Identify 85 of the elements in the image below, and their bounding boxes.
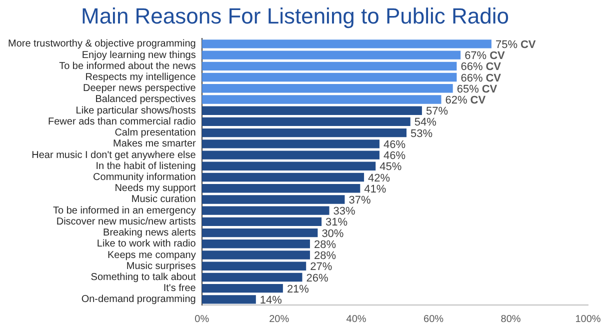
y-tick-label: Fewer ads than commercial radio xyxy=(48,116,196,128)
annotation: CV xyxy=(520,38,536,51)
x-tick-label: 60% xyxy=(424,314,444,325)
data-label: 42% xyxy=(368,172,390,184)
bar xyxy=(202,62,457,71)
data-label: 66% xyxy=(460,72,483,84)
data-label: 28% xyxy=(314,250,336,262)
x-tick-label: 40% xyxy=(346,314,366,325)
bar xyxy=(202,50,461,60)
bar xyxy=(202,128,407,138)
y-tick-label: Makes me smarter xyxy=(113,138,197,150)
bar xyxy=(202,228,318,238)
x-tick-label: 0% xyxy=(194,314,210,325)
y-tick-label: To be informed in an emergency xyxy=(52,205,196,216)
y-tick-label: Community information xyxy=(93,172,196,184)
data-label: 30% xyxy=(322,228,344,240)
data-label: 66% xyxy=(460,61,483,74)
annotation: CV xyxy=(486,72,502,84)
y-tick-label: On-demand programming xyxy=(81,294,196,306)
y-tick-label: In the habit of listening xyxy=(96,160,196,172)
x-tick-label: 100% xyxy=(575,314,601,325)
data-label: 62% xyxy=(445,94,468,107)
data-label: 65% xyxy=(456,83,480,96)
data-label: 45% xyxy=(380,161,402,174)
bar xyxy=(202,206,330,215)
y-tick-label: Needs my support xyxy=(114,183,196,194)
y-tick-label: To be informed about the news xyxy=(59,60,196,72)
y-tick-label: Respects my intelligence xyxy=(85,72,196,84)
bar xyxy=(202,172,364,182)
data-label: 67% xyxy=(464,50,487,62)
bar xyxy=(202,40,492,48)
bar xyxy=(202,217,322,226)
bar xyxy=(202,240,310,248)
bar xyxy=(202,184,360,193)
y-tick-label: Discover new music/new artists xyxy=(56,216,196,228)
bar xyxy=(202,72,457,82)
bar xyxy=(202,295,256,304)
bar xyxy=(202,117,410,126)
x-tick-label: 80% xyxy=(500,314,521,325)
data-label: 31% xyxy=(326,216,348,229)
data-label: 37% xyxy=(348,194,371,206)
data-label: 54% xyxy=(414,116,437,129)
y-tick-label: Breaking news alerts xyxy=(103,228,196,239)
data-label: 33% xyxy=(333,206,356,218)
bar xyxy=(202,150,380,160)
bar xyxy=(202,95,442,104)
bar xyxy=(202,262,306,270)
y-tick-label: Like particular shows/hosts xyxy=(76,105,196,116)
y-tick-label: Balanced perspectives xyxy=(95,94,196,106)
chart-title: Main Reasons For Listening to Public Radio xyxy=(80,3,510,28)
bar xyxy=(202,140,380,148)
data-label: 46% xyxy=(383,150,406,162)
bar xyxy=(202,250,310,260)
bar xyxy=(202,272,302,282)
data-label: 41% xyxy=(364,183,386,196)
annotation: CV xyxy=(486,61,502,74)
y-tick-label: Enjoy learning new things xyxy=(82,50,196,61)
bar xyxy=(202,84,453,93)
bar xyxy=(202,284,283,293)
data-label: 21% xyxy=(286,283,310,296)
data-label: 14% xyxy=(260,294,282,306)
y-tick-label: Like to work with radio xyxy=(96,238,196,250)
y-tick-label: Music curation xyxy=(131,194,196,206)
y-tick-label: Hear music I don't get anywhere else xyxy=(32,150,196,161)
bar xyxy=(202,162,376,170)
y-tick-label: Deeper news perspective xyxy=(83,83,196,94)
bar xyxy=(202,195,345,204)
data-label: 46% xyxy=(383,138,406,151)
x-tick-label: 20% xyxy=(269,314,290,325)
data-label: 53% xyxy=(410,128,433,140)
data-label: 57% xyxy=(426,106,448,118)
y-tick-label: Something to talk about xyxy=(90,272,196,283)
y-tick-label: More trustworthy & objective programming xyxy=(8,38,196,50)
y-tick-label: Calm presentation xyxy=(114,128,196,139)
y-tick-label: Keeps me company xyxy=(107,250,196,261)
annotation: CV xyxy=(470,94,486,107)
data-label: 26% xyxy=(306,272,328,284)
data-label: 28% xyxy=(314,238,336,251)
y-tick-label: Music surprises xyxy=(126,260,196,272)
bar xyxy=(202,106,422,115)
data-label: 75% xyxy=(495,38,518,51)
annotation: CV xyxy=(482,83,498,96)
data-label: 27% xyxy=(310,261,332,274)
annotation: CV xyxy=(490,50,506,62)
y-tick-label: It's free xyxy=(163,283,196,294)
